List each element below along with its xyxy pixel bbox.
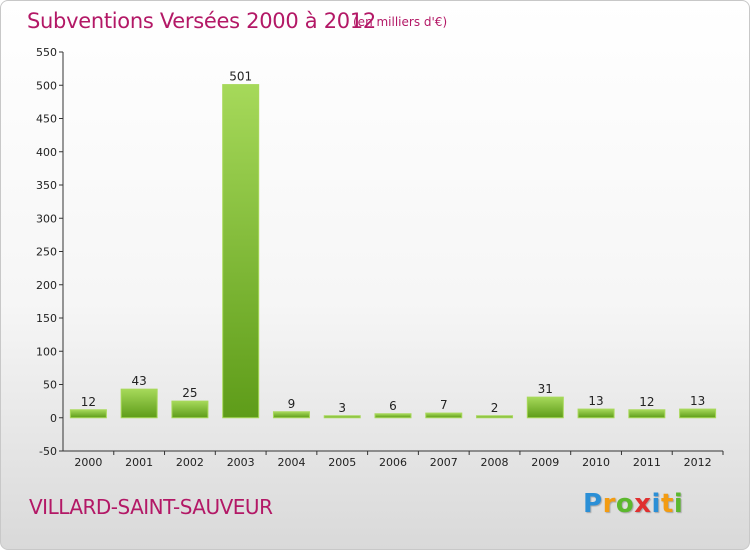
bar: [120, 388, 158, 419]
y-tick-label: 250: [36, 246, 57, 259]
chart-title: Subventions Versées 2000 à 2012: [27, 9, 376, 33]
data-label: 43: [132, 374, 147, 388]
y-tick-label: 0: [50, 412, 57, 425]
y-tick-label: 400: [36, 146, 57, 159]
bar: [69, 409, 107, 419]
bar: [323, 415, 361, 419]
x-tick-label: 2001: [125, 456, 153, 469]
y-tick-label: 150: [36, 312, 57, 325]
bar: [577, 408, 615, 419]
data-label: 2: [491, 401, 499, 415]
y-tick-label: 50: [43, 379, 57, 392]
bar: [222, 84, 260, 419]
logo-letter: i: [673, 489, 684, 519]
x-tick-label: 2002: [176, 456, 204, 469]
value-labels: 12 43 25 501 9 3 6 7 2 31 13 12 13: [81, 70, 706, 415]
logo-letter: o: [615, 489, 635, 519]
x-tick-label: 2008: [481, 456, 509, 469]
data-label: 13: [588, 394, 603, 408]
bar: [374, 413, 412, 419]
bar: [526, 396, 564, 419]
data-label: 3: [338, 401, 346, 415]
bar: [628, 409, 666, 419]
y-tick-label: 450: [36, 113, 57, 126]
data-label: 9: [288, 397, 296, 411]
x-tick-label: 2011: [633, 456, 661, 469]
data-label: 25: [182, 386, 197, 400]
bar: [272, 411, 310, 419]
x-tick-label: 2004: [277, 456, 305, 469]
data-label: 31: [538, 382, 553, 396]
logo-letter: r: [602, 489, 616, 519]
x-tick-label: 2003: [227, 456, 255, 469]
x-tick-label: 2010: [582, 456, 610, 469]
unit-note: (en milliers d'€): [353, 15, 448, 29]
logo-letter: x: [634, 489, 652, 519]
x-tick-label: 2012: [684, 456, 712, 469]
brand-logo: Proxiti: [583, 489, 683, 519]
y-tick-label: 100: [36, 345, 57, 358]
bar: [171, 400, 209, 419]
axes: -50 0 50 100 150 200 250 300 350 400 450 500 550 2000…: [36, 46, 724, 469]
x-tick-label: 2009: [531, 456, 559, 469]
data-label: 501: [229, 70, 252, 84]
y-tick-label: -50: [39, 445, 57, 458]
logo-letter: t: [660, 489, 674, 519]
y-tick-label: 550: [36, 46, 57, 59]
x-tick-label: 2007: [430, 456, 458, 469]
data-label: 13: [690, 394, 705, 408]
y-tick-label: 300: [36, 212, 57, 225]
data-label: 6: [389, 399, 397, 413]
logo-letter: i: [651, 489, 661, 519]
bar: [425, 412, 463, 419]
logo-letter: P: [583, 489, 603, 519]
y-tick-label: 350: [36, 179, 57, 192]
bars: [69, 84, 717, 419]
data-label: 12: [639, 395, 654, 409]
y-tick-label: 200: [36, 279, 57, 292]
x-tick-label: 2005: [328, 456, 356, 469]
data-label: 12: [81, 395, 96, 409]
data-label: 7: [440, 398, 448, 412]
x-tick-label: 2006: [379, 456, 407, 469]
bar: [679, 408, 717, 419]
y-tick-label: 500: [36, 79, 57, 92]
x-tick-label: 2000: [74, 456, 102, 469]
bar: [476, 415, 514, 419]
location-name: VILLARD-SAINT-SAUVEUR: [29, 495, 273, 519]
